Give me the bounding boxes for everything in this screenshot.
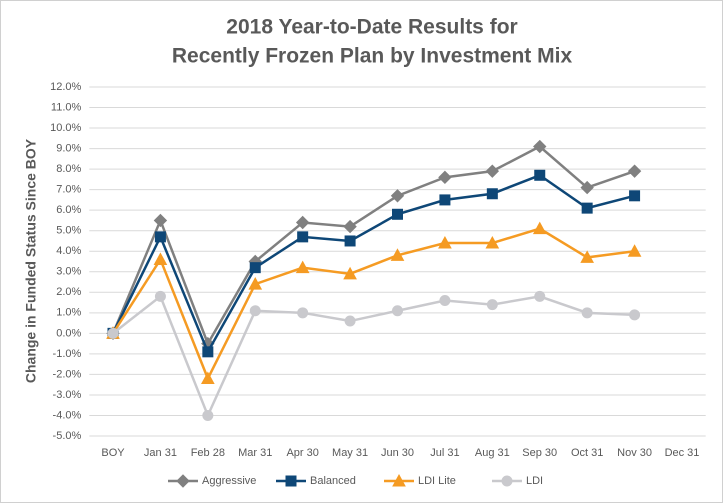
marker [392,473,406,487]
legend-label: LDI [526,475,543,487]
marker [107,327,119,339]
marker [534,290,546,302]
marker [438,170,452,185]
x-tick-label: BOY [101,447,125,459]
marker [285,475,297,487]
marker [392,305,403,317]
marker [249,305,261,317]
x-tick-label: Mar 31 [238,447,272,459]
marker [390,189,405,203]
series-line [111,173,635,355]
x-tick-label: Jan 31 [144,447,177,459]
y-tick-label: 10.0% [50,122,81,134]
marker [297,307,309,319]
marker [581,307,593,319]
marker [295,215,310,230]
y-tick-label: 3.0% [56,266,81,278]
marker [297,231,309,243]
marker [533,139,547,154]
marker [485,164,500,178]
y-tick-label: 2.0% [56,286,81,298]
marker [248,277,263,290]
x-tick-label: Dec 31 [665,447,700,459]
series-line [111,145,635,347]
y-tick-label: 8.0% [56,163,81,175]
chart-title: Recently Frozen Plan by Investment Mix [172,45,573,68]
marker [153,252,168,265]
marker [580,250,595,263]
y-tick-label: 12.0% [50,81,81,93]
y-tick-label: 11.0% [51,101,82,113]
y-tick-label: 1.0% [56,307,81,319]
marker [200,371,215,385]
series-line [112,294,635,419]
marker [486,299,498,311]
legend-label: Aggressive [202,475,256,487]
marker [392,208,403,220]
y-tick-label: 7.0% [56,184,81,196]
y-tick-label: -4.0% [53,409,82,421]
y-tick-label: 6.0% [56,204,81,216]
y-axis-label: Change in Funded Status Since BOY [23,138,39,383]
legend-item: Aggressive [168,474,256,488]
marker [485,235,500,249]
marker [176,474,190,488]
marker [580,180,594,195]
y-tick-label: -3.0% [53,389,82,401]
marker [202,409,214,421]
marker [629,190,641,202]
marker [439,295,451,307]
marker [154,231,166,243]
legend-item: Balanced [276,475,356,487]
marker [438,235,452,249]
marker [344,235,356,247]
marker [581,202,593,214]
chart-title: 2018 Year-to-Date Results for [226,16,517,39]
series-line [111,227,635,382]
marker [343,219,357,234]
y-tick-label: 0.0% [56,327,81,339]
y-tick-label: 9.0% [56,142,81,154]
marker [439,194,451,206]
marker [249,262,261,274]
y-tick-label: 5.0% [56,225,81,237]
y-tick-label: -1.0% [53,348,82,360]
x-tick-label: May 31 [332,447,368,459]
x-tick-label: Sep 30 [522,447,557,459]
x-tick-label: Aug 31 [475,447,510,459]
marker [295,260,310,274]
x-tick-label: Jun 30 [381,447,414,459]
marker [390,248,405,261]
marker [344,315,356,327]
legend-item: LDI Lite [384,473,456,487]
x-tick-label: Nov 30 [617,447,652,459]
x-tick-label: Feb 28 [191,447,225,459]
y-tick-label: 4.0% [56,245,81,257]
marker [486,188,498,200]
x-tick-label: Apr 30 [286,447,318,459]
marker [153,213,168,228]
marker [629,309,641,321]
marker [154,290,166,302]
marker [343,266,357,280]
y-tick-label: -5.0% [53,430,82,442]
y-tick-label: -2.0% [53,368,82,380]
marker [501,475,513,487]
marker [532,221,547,235]
marker [627,244,642,257]
legend-label: Balanced [310,475,356,487]
legend-item: LDI [492,475,543,487]
marker [202,346,214,358]
marker [534,169,546,181]
x-tick-label: Oct 31 [571,447,603,459]
x-tick-label: Jul 31 [430,447,459,459]
marker [627,164,642,178]
legend-label: LDI Lite [418,475,456,487]
